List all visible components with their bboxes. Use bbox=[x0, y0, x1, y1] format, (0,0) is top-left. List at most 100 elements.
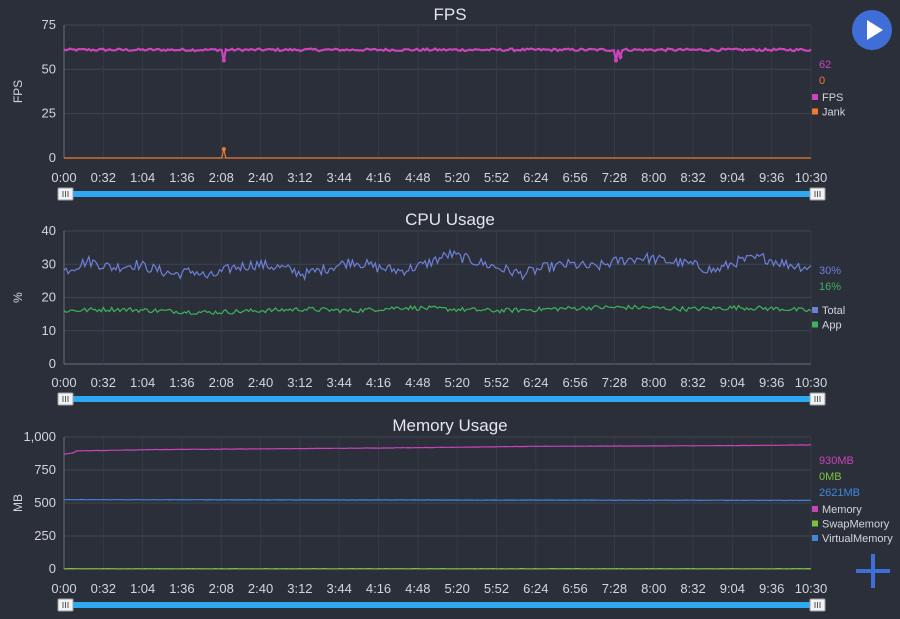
series-line-total bbox=[63, 248, 812, 282]
series-line-app bbox=[63, 304, 812, 316]
add-button[interactable] bbox=[854, 551, 894, 591]
x-tick-label: 6:24 bbox=[523, 170, 548, 185]
x-tick-label: 9:04 bbox=[720, 581, 745, 596]
x-tick-label: 10:30 bbox=[795, 170, 828, 185]
y-tick-label: 250 bbox=[34, 528, 56, 543]
chart-title: CPU Usage bbox=[405, 210, 495, 229]
x-tick-label: 4:48 bbox=[405, 170, 430, 185]
legend-label-memory: Memory bbox=[822, 504, 862, 516]
y-tick-label: 20 bbox=[42, 290, 56, 305]
y-tick-label: 10 bbox=[42, 323, 56, 338]
x-tick-label: 7:28 bbox=[602, 170, 627, 185]
range-slider[interactable] bbox=[57, 187, 826, 201]
x-tick-label: 6:24 bbox=[523, 375, 548, 390]
y-tick-label: 750 bbox=[34, 462, 56, 477]
x-tick-label: 3:44 bbox=[327, 581, 352, 596]
x-tick-label: 8:00 bbox=[641, 375, 666, 390]
x-tick-label: 1:04 bbox=[130, 170, 155, 185]
x-tick-label: 5:52 bbox=[484, 375, 509, 390]
x-tick-label: 2:08 bbox=[209, 375, 234, 390]
slider-track bbox=[66, 396, 818, 402]
current-value-memory: 930MB bbox=[819, 455, 854, 467]
x-tick-label: 4:16 bbox=[366, 581, 391, 596]
x-tick-label: 2:08 bbox=[209, 581, 234, 596]
series-line-fps bbox=[63, 47, 812, 61]
x-tick-label: 5:52 bbox=[484, 170, 509, 185]
slider-track bbox=[66, 191, 818, 197]
x-tick-label: 5:20 bbox=[445, 581, 470, 596]
legend-swatch bbox=[812, 94, 818, 100]
x-tick-label: 2:40 bbox=[248, 375, 273, 390]
legend-swatch bbox=[812, 535, 818, 541]
series-line-memory bbox=[63, 444, 811, 455]
x-tick-label: 8:00 bbox=[641, 581, 666, 596]
y-tick-label: 0 bbox=[49, 356, 56, 371]
x-tick-label: 5:52 bbox=[484, 581, 509, 596]
y-tick-label: 75 bbox=[42, 17, 56, 32]
x-tick-label: 10:30 bbox=[795, 375, 828, 390]
current-value-virtualmemory: 2621MB bbox=[819, 487, 860, 499]
y-axis-label: % bbox=[11, 292, 25, 303]
x-tick-label: 1:04 bbox=[130, 581, 155, 596]
x-tick-label: 4:16 bbox=[366, 375, 391, 390]
chart-panel-3: Memory Usage 0 250 500 750 1,000 0:00 0:32 1:04 1… bbox=[11, 416, 893, 612]
x-tick-label: 2:40 bbox=[248, 581, 273, 596]
legend-label-fps: FPS bbox=[822, 92, 843, 104]
play-icon bbox=[867, 20, 883, 40]
x-tick-label: 0:32 bbox=[91, 375, 116, 390]
x-tick-label: 2:08 bbox=[209, 170, 234, 185]
x-tick-label: 3:12 bbox=[287, 170, 312, 185]
y-tick-label: 40 bbox=[42, 223, 56, 238]
x-tick-label: 1:36 bbox=[169, 375, 194, 390]
x-tick-label: 8:32 bbox=[680, 170, 705, 185]
y-tick-label: 500 bbox=[34, 495, 56, 510]
x-tick-label: 9:36 bbox=[759, 375, 784, 390]
series-line-jank bbox=[64, 148, 811, 159]
slider-track bbox=[66, 602, 818, 608]
x-tick-label: 4:48 bbox=[405, 581, 430, 596]
x-tick-label: 2:40 bbox=[248, 170, 273, 185]
legend-swatch bbox=[812, 307, 818, 313]
series-line-virtualmemory bbox=[63, 498, 811, 502]
series-point bbox=[618, 54, 623, 59]
series-point bbox=[221, 147, 226, 152]
range-slider[interactable] bbox=[57, 598, 826, 612]
x-tick-label: 8:32 bbox=[680, 375, 705, 390]
y-tick-label: 50 bbox=[42, 61, 56, 76]
current-value-total: 30% bbox=[819, 265, 841, 277]
x-tick-label: 5:20 bbox=[445, 375, 470, 390]
x-tick-label: 3:44 bbox=[327, 170, 352, 185]
current-value-app: 16% bbox=[819, 281, 841, 293]
x-tick-label: 4:16 bbox=[366, 170, 391, 185]
x-tick-label: 1:04 bbox=[130, 375, 155, 390]
legend-label-virtualmemory: VirtualMemory bbox=[822, 533, 893, 545]
x-tick-label: 0:32 bbox=[91, 170, 116, 185]
range-slider[interactable] bbox=[57, 392, 826, 406]
legend-label-jank: Jank bbox=[822, 107, 846, 119]
x-tick-label: 6:24 bbox=[523, 581, 548, 596]
y-axis-label: FPS bbox=[11, 80, 25, 103]
x-tick-label: 9:04 bbox=[720, 170, 745, 185]
chart-panel-1: FPS 0 25 50 75 0:00 0:32 1:04 1:36 2:08 2:40 3:12 3:… bbox=[11, 5, 846, 201]
plus-icon bbox=[856, 554, 890, 588]
x-tick-label: 3:44 bbox=[327, 375, 352, 390]
x-tick-label: 9:36 bbox=[759, 170, 784, 185]
current-value-jank: 0 bbox=[819, 75, 825, 87]
x-tick-label: 6:56 bbox=[562, 375, 587, 390]
play-button[interactable] bbox=[852, 10, 892, 50]
x-tick-label: 1:36 bbox=[169, 581, 194, 596]
legend-label-swapmemory: SwapMemory bbox=[822, 519, 890, 531]
legend-swatch bbox=[812, 108, 818, 115]
legend-swatch bbox=[812, 321, 818, 328]
series-point bbox=[221, 58, 226, 63]
x-tick-label: 0:00 bbox=[51, 170, 76, 185]
x-tick-label: 9:04 bbox=[720, 375, 745, 390]
x-tick-label: 4:48 bbox=[405, 375, 430, 390]
y-tick-label: 0 bbox=[49, 561, 56, 576]
x-tick-label: 0:32 bbox=[91, 581, 116, 596]
chart-panel-2: CPU Usage 0 10 20 30 40 0:00 0:32 1:04 1:36 2:08 2:… bbox=[11, 210, 845, 406]
x-tick-label: 8:00 bbox=[641, 170, 666, 185]
legend-swatch bbox=[812, 506, 818, 512]
legend-label-total: Total bbox=[822, 305, 845, 317]
